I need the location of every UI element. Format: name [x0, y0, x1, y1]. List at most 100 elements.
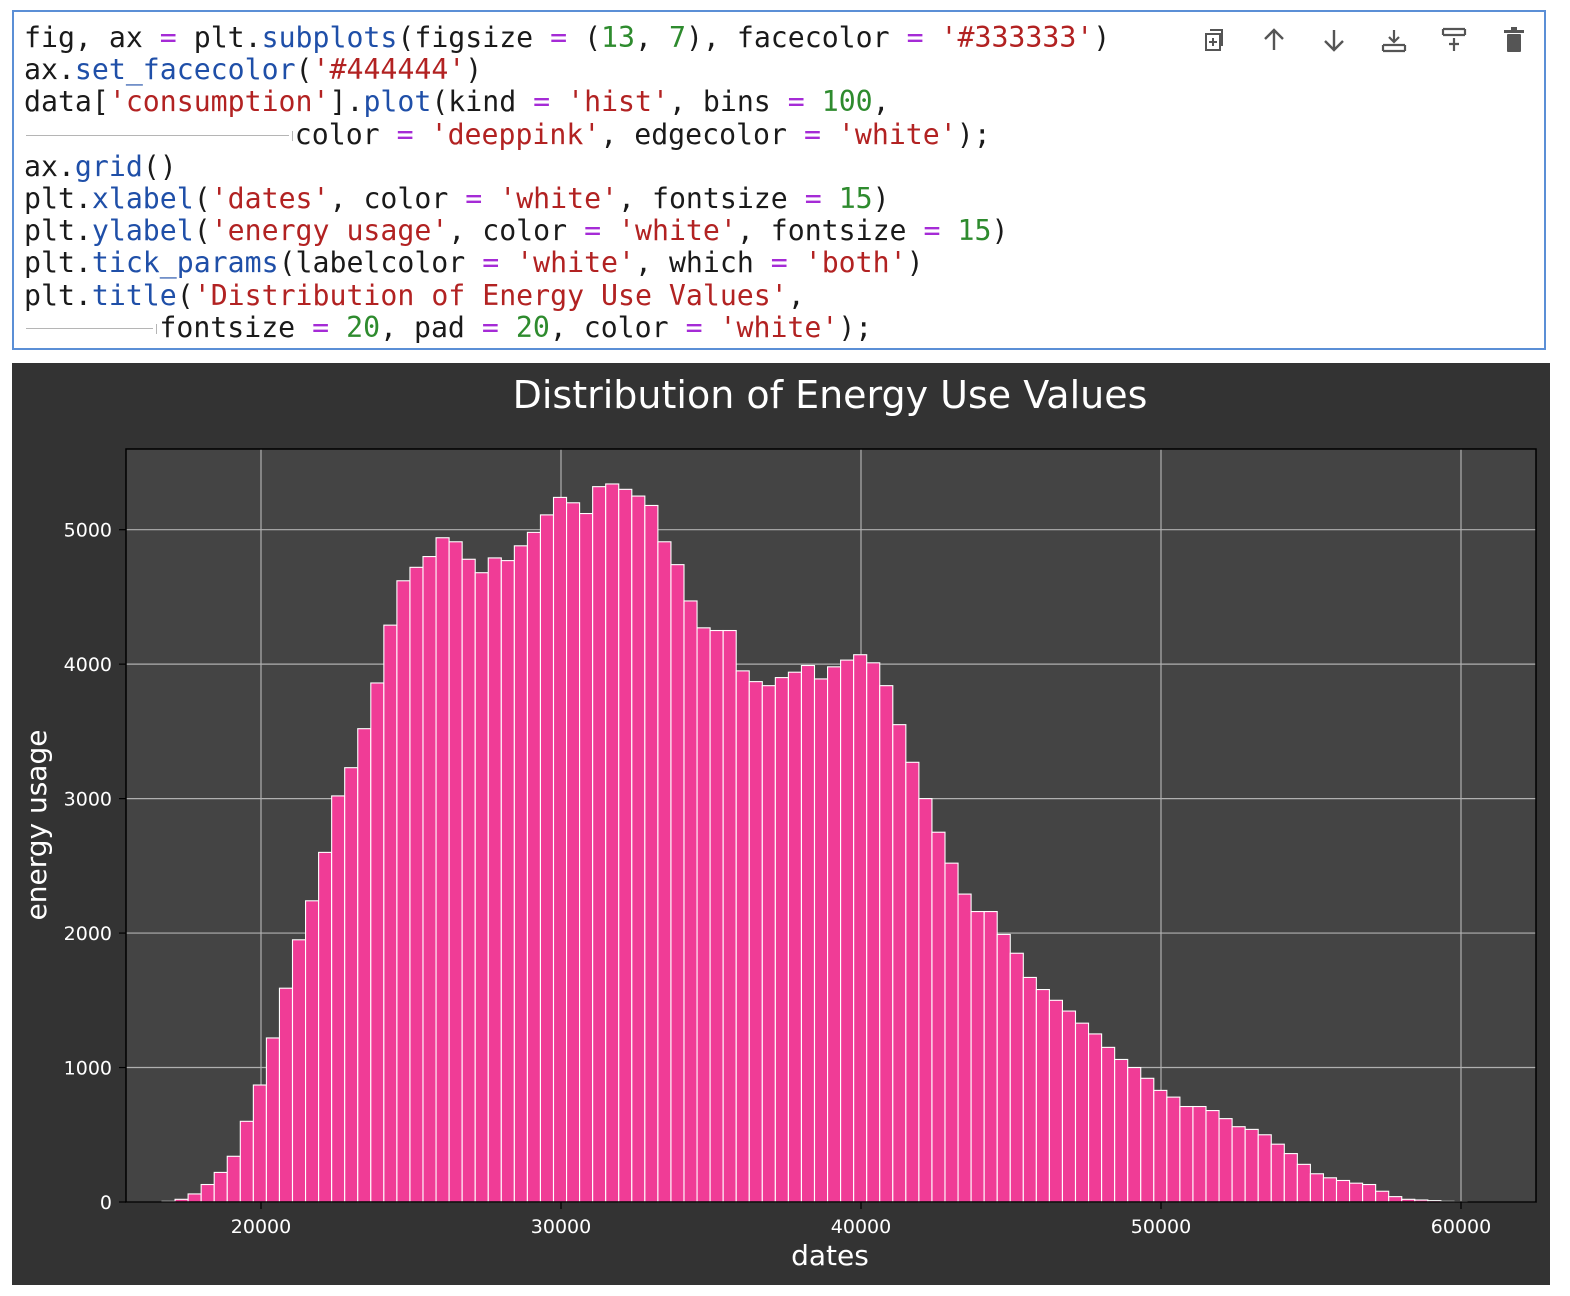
code-token: , edgecolor	[600, 117, 804, 151]
code-token: =	[550, 21, 568, 54]
histogram-bar	[1048, 999, 1064, 1203]
x-tick-label: 20000	[231, 1216, 291, 1238]
histogram-bar	[644, 504, 659, 1203]
histogram-bar	[1231, 1126, 1246, 1203]
code-token: 'hist'	[567, 85, 669, 119]
duplicate-button[interactable]	[1198, 22, 1230, 58]
histogram-bar	[1088, 1033, 1103, 1203]
y-tick-label: 3000	[64, 789, 112, 811]
code-token: )	[872, 181, 890, 215]
insert-below-icon	[1441, 27, 1467, 51]
move-down-button[interactable]	[1318, 22, 1350, 58]
histogram-bar	[383, 624, 398, 1203]
code-token: ), facecolor	[685, 21, 907, 54]
code-token: );	[956, 117, 991, 151]
histogram-bar	[239, 1120, 254, 1203]
histogram-bar	[579, 512, 594, 1203]
code-token: (labelcolor	[278, 246, 483, 280]
code-token	[550, 85, 567, 118]
code-token	[329, 311, 346, 344]
code-token: 13	[601, 21, 635, 54]
code-token: (	[295, 53, 313, 87]
code-token: plt.	[24, 246, 92, 280]
insert-below-button[interactable]	[1438, 22, 1470, 58]
code-token: data[	[24, 85, 109, 119]
code-token: , color	[329, 181, 466, 215]
code-token: =	[923, 214, 941, 248]
histogram-bar	[1205, 1110, 1220, 1203]
histogram-bar	[774, 677, 789, 1203]
histogram-bar	[291, 939, 307, 1203]
histogram-bar	[931, 831, 946, 1203]
insert-above-button[interactable]	[1378, 22, 1410, 58]
histogram-bar	[435, 537, 450, 1203]
histogram-bar	[304, 900, 320, 1203]
code-token: 'white'	[837, 117, 957, 151]
code-token: )	[465, 53, 483, 87]
histogram-bar	[1349, 1182, 1364, 1203]
code-token: plt.	[176, 21, 262, 54]
y-tick-label: 2000	[64, 923, 112, 945]
duplicate-icon	[1205, 29, 1223, 51]
code-token: ylabel	[91, 214, 194, 248]
code-line: color = 'deeppink', edgecolor = 'white')…	[24, 117, 1110, 151]
code-token: ,	[635, 21, 669, 54]
axis-ticks: 20000 30000 40000 50000 60000 0 1000 2000 3000 40…	[64, 520, 1492, 1238]
code-token: 'both'	[804, 246, 907, 280]
histogram-bar	[487, 557, 502, 1203]
code-token	[941, 214, 958, 247]
code-token: plt.	[24, 181, 92, 215]
code-line: ax.set_facecolor('#444444')	[24, 54, 1110, 86]
code-token: (	[193, 214, 211, 248]
histogram-chart: Distribution of Energy Use Values 20000 3…	[12, 363, 1550, 1285]
code-line: fontsize = 20, pad = 20, color = 'white'…	[24, 310, 1110, 344]
histogram-bar	[1166, 1096, 1181, 1203]
x-tick-label: 30000	[531, 1216, 591, 1238]
histogram-bar	[565, 502, 581, 1203]
move-up-button[interactable]	[1258, 22, 1290, 58]
x-tick-label: 40000	[831, 1216, 891, 1238]
code-token: (	[193, 181, 211, 215]
histogram-bar	[422, 556, 437, 1203]
y-tick-label: 5000	[64, 520, 112, 542]
code-token: 7	[668, 21, 686, 54]
delete-button[interactable]	[1498, 22, 1530, 58]
code-token: plt.	[24, 214, 92, 248]
code-cell[interactable]: fig, ax = plt.subplots(figsize = (13, 7)…	[12, 10, 1546, 350]
chart-title: Distribution of Energy Use Values	[513, 373, 1148, 417]
histogram-bar	[1022, 976, 1037, 1203]
code-line: plt.title('Distribution of Energy Use Va…	[24, 279, 1110, 312]
histogram-bar	[800, 664, 816, 1203]
code-token	[788, 246, 805, 279]
code-token: )	[991, 214, 1009, 248]
histogram-bar	[592, 486, 607, 1203]
code-token	[499, 246, 516, 279]
code-token: =	[533, 85, 551, 119]
code-token: =	[803, 117, 821, 151]
histogram-bar	[840, 659, 855, 1203]
histogram-bar	[474, 572, 489, 1203]
histogram-bar	[370, 682, 385, 1203]
histogram-bar	[1061, 1010, 1077, 1203]
axes-frame	[125, 448, 1537, 1203]
code-token: color	[294, 117, 397, 151]
code-token: , fontsize	[736, 214, 924, 248]
code-token	[499, 311, 516, 344]
histogram-bar	[187, 1193, 202, 1203]
code-token: =	[159, 21, 177, 54]
code-token: , pad	[380, 310, 482, 344]
code-line: plt.ylabel('energy usage', color = 'whit…	[24, 215, 1110, 247]
histogram-bar	[761, 685, 776, 1203]
histogram-bar	[500, 560, 515, 1203]
code-token: =	[906, 21, 924, 54]
y-tick-label: 0	[100, 1192, 112, 1214]
x-axis-label: dates	[791, 1239, 869, 1272]
code-token: 100	[821, 85, 873, 119]
code-token: )	[1093, 21, 1111, 54]
histogram-bar	[226, 1155, 241, 1203]
histogram-bar	[1101, 1046, 1116, 1203]
code-editor[interactable]: fig, ax = plt.subplots(figsize = (13, 7)…	[24, 21, 1111, 344]
code-line: ax.grid()	[24, 150, 1110, 183]
cell-output: Distribution of Energy Use Values 20000 3…	[12, 363, 1550, 1285]
histogram-bar	[1296, 1163, 1311, 1203]
